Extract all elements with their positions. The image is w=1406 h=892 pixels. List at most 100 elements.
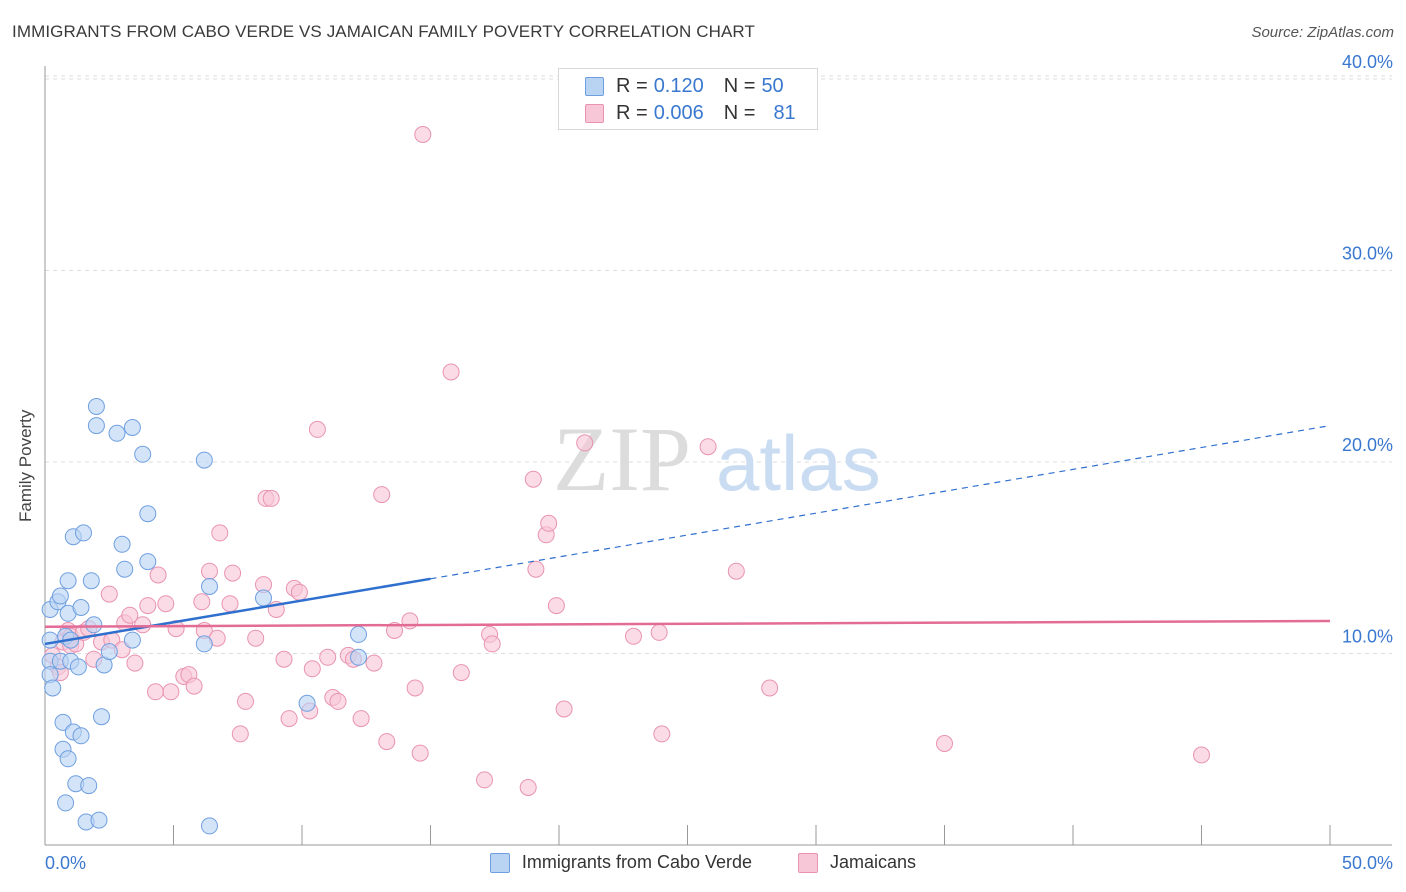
- point-cabo-verde: [41, 631, 59, 649]
- correlation-legend: R = 0.120 N = 50 R = 0.006 N = 81: [558, 68, 818, 130]
- point-jamaicans: [231, 725, 249, 743]
- point-jamaicans: [201, 562, 218, 580]
- point-jamaicans: [224, 564, 242, 582]
- legend-r-label: R =: [616, 101, 648, 124]
- legend-swatch-blue: [585, 76, 604, 96]
- trend-extension-cabo-verde: [430, 425, 1331, 580]
- point-jamaicans: [211, 524, 229, 542]
- point-cabo-verde: [195, 635, 213, 653]
- point-jamaicans: [452, 664, 470, 682]
- point-cabo-verde: [75, 524, 92, 542]
- point-jamaicans: [126, 654, 144, 672]
- point-cabo-verde: [139, 505, 157, 523]
- y-tick-label: 10.0%: [1342, 627, 1393, 647]
- point-jamaicans: [414, 126, 432, 143]
- series-cabo-verde: [41, 398, 367, 835]
- series-legend: Immigrants from Cabo Verde Jamaicans: [0, 852, 1406, 873]
- point-cabo-verde: [59, 750, 77, 768]
- legend-item-jamaicans: Jamaicans: [798, 852, 916, 873]
- point-jamaicans: [650, 623, 668, 641]
- point-jamaicans: [319, 648, 337, 666]
- point-cabo-verde: [51, 587, 69, 605]
- chart-title: IMMIGRANTS FROM CABO VERDE VS JAMAICAN F…: [12, 22, 755, 41]
- legend-r-label: R =: [616, 74, 648, 97]
- point-jamaicans: [290, 583, 308, 601]
- point-jamaicans: [185, 677, 203, 695]
- point-jamaicans: [699, 438, 717, 456]
- point-jamaicans: [378, 733, 396, 751]
- point-jamaicans: [329, 692, 347, 710]
- point-jamaicans: [280, 710, 298, 728]
- point-jamaicans: [365, 654, 383, 672]
- legend-swatch-pink: [585, 103, 604, 123]
- point-jamaicans: [1193, 746, 1210, 764]
- point-cabo-verde: [123, 419, 141, 436]
- point-jamaicans: [247, 629, 265, 647]
- point-cabo-verde: [87, 417, 105, 435]
- point-jamaicans: [519, 779, 537, 796]
- point-cabo-verde: [134, 445, 152, 463]
- point-cabo-verde: [85, 616, 103, 634]
- point-jamaicans: [100, 585, 118, 603]
- point-cabo-verde: [80, 777, 98, 795]
- y-tick-label: 40.0%: [1342, 52, 1393, 72]
- point-jamaicans: [149, 566, 167, 584]
- point-jamaicans: [411, 744, 429, 762]
- point-jamaicans: [476, 771, 493, 789]
- point-cabo-verde: [113, 535, 131, 553]
- point-cabo-verde: [82, 572, 100, 590]
- tick-labels: 10.0% 20.0% 30.0% 40.0% 0.0% 50.0%: [45, 52, 1393, 873]
- point-jamaicans: [540, 514, 558, 532]
- legend-swatch-blue: [489, 852, 510, 873]
- point-cabo-verde: [44, 679, 62, 697]
- point-jamaicans: [406, 679, 424, 697]
- point-cabo-verde: [201, 817, 218, 835]
- point-jamaicans: [727, 562, 745, 580]
- x-tick-label: 0.0%: [45, 853, 86, 873]
- point-jamaicans: [555, 700, 573, 718]
- legend-item-cabo-verde: Immigrants from Cabo Verde: [489, 852, 753, 873]
- chart-source: Source: ZipAtlas.com: [1251, 24, 1394, 41]
- point-jamaicans: [221, 595, 239, 613]
- legend-row-cabo-verde: R = 0.120 N = 50: [585, 74, 784, 98]
- legend-n-value: 50: [761, 74, 784, 97]
- point-jamaicans: [352, 710, 370, 728]
- legend-n-label: N =: [723, 101, 756, 124]
- point-jamaicans: [147, 683, 164, 701]
- y-tick-label: 20.0%: [1342, 435, 1393, 455]
- point-jamaicans: [442, 363, 460, 381]
- point-cabo-verde: [69, 658, 87, 676]
- y-axis-label: Family Poverty: [16, 409, 35, 522]
- point-jamaicans: [625, 627, 642, 645]
- legend-label-cabo-verde: Immigrants from Cabo Verde: [521, 852, 753, 872]
- legend-swatch-pink: [798, 852, 819, 873]
- point-cabo-verde: [116, 560, 134, 578]
- point-jamaicans: [275, 650, 293, 668]
- point-cabo-verde: [90, 811, 108, 829]
- point-jamaicans: [653, 725, 671, 743]
- watermark-zip: ZIP: [553, 408, 691, 510]
- point-cabo-verde: [350, 648, 367, 666]
- watermark: ZIP atlas: [553, 408, 881, 510]
- legend-row-jamaicans: R = 0.006 N = 81: [585, 101, 796, 125]
- y-tick-label: 30.0%: [1342, 244, 1393, 264]
- trend-line-jamaicans: [44, 619, 1331, 628]
- point-jamaicans: [308, 420, 326, 438]
- point-cabo-verde: [57, 794, 75, 812]
- point-jamaicans: [373, 486, 391, 504]
- point-jamaicans: [936, 735, 953, 752]
- legend-n-label: N =: [723, 74, 756, 97]
- trend-line-cabo-verde: [44, 577, 431, 646]
- point-cabo-verde: [139, 553, 157, 571]
- point-jamaicans: [139, 597, 157, 615]
- point-jamaicans: [761, 679, 779, 697]
- point-cabo-verde: [195, 451, 213, 469]
- point-jamaicans: [237, 692, 254, 710]
- legend-n-value: 81: [773, 101, 796, 124]
- point-jamaicans: [527, 560, 545, 578]
- trend-lines: [44, 425, 1331, 646]
- point-jamaicans: [483, 635, 501, 653]
- point-cabo-verde: [93, 708, 110, 726]
- legend-r-value: 0.006: [653, 101, 704, 124]
